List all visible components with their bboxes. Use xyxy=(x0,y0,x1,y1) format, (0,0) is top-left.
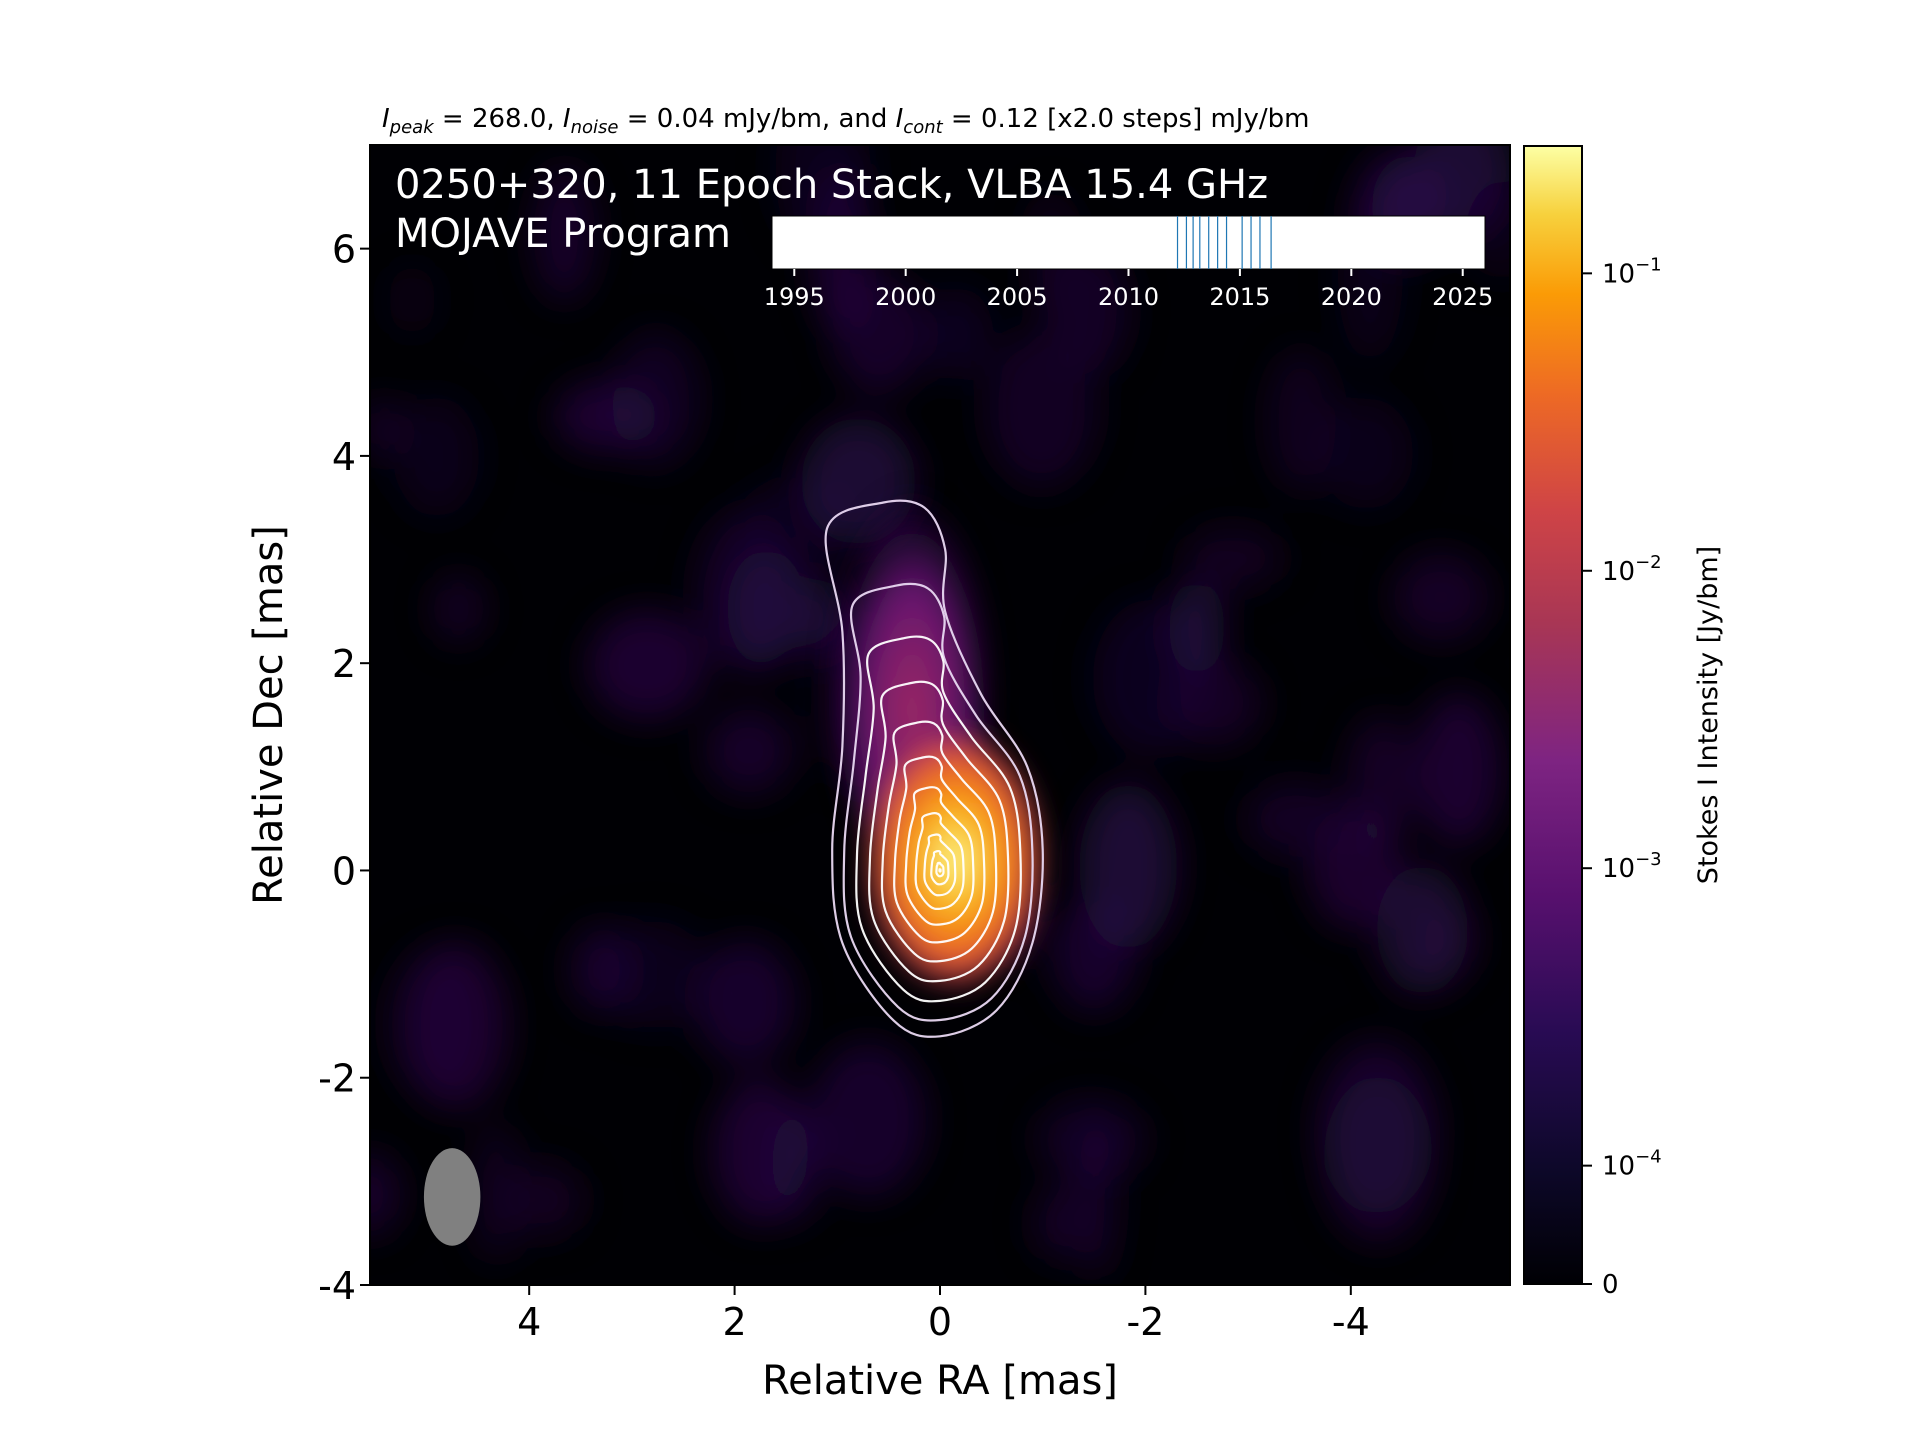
y-tick-label: 6 xyxy=(332,228,356,272)
program-annotation: MOJAVE Program xyxy=(395,211,731,257)
noise-blob xyxy=(1245,781,1346,858)
chart-title: Ipeak = 268.0, Inoise = 0.04 mJy/bm, and… xyxy=(382,104,1309,138)
y-tick-label: -2 xyxy=(318,1057,356,1101)
contours xyxy=(824,499,1044,1038)
noise-blob xyxy=(1318,397,1414,510)
timeline-box xyxy=(771,215,1486,270)
colorbar-tick-label: 10−2 xyxy=(1602,552,1662,587)
contour-level xyxy=(824,499,1044,1038)
timeline-tick-label: 2025 xyxy=(1432,283,1493,311)
colorbar-label: Stokes I Intensity [Jy/bm] xyxy=(1693,546,1724,884)
noise-blob xyxy=(569,924,633,1014)
contour-level xyxy=(914,812,965,911)
noise-blob xyxy=(1168,578,1225,676)
noise-blob xyxy=(611,331,701,468)
epoch-timeline: 1995 2000 2005 2010 2015 2020 2025 xyxy=(764,215,1493,311)
noise-blob xyxy=(1347,714,1416,850)
y-tick-label: -4 xyxy=(318,1264,356,1308)
epoch-lines xyxy=(1176,216,1272,269)
colorbar-tick-label: 10−4 xyxy=(1602,1147,1662,1182)
contour-level xyxy=(893,755,986,944)
timeline-tick-label: 1995 xyxy=(764,283,825,311)
timeline-tick-label: 2010 xyxy=(1098,283,1159,311)
noise-blob xyxy=(1415,692,1503,847)
contour-level xyxy=(935,861,945,878)
y-tick-label: 0 xyxy=(332,849,356,893)
x-tick-label: -2 xyxy=(1126,1300,1164,1344)
noise-blob xyxy=(809,1041,927,1198)
timeline-tick-label: 2020 xyxy=(1321,283,1382,311)
y-axis-label: Relative Dec [mas] xyxy=(246,525,292,905)
noise-blob xyxy=(704,707,794,796)
beam-ellipse xyxy=(423,1148,481,1246)
x-tick-label: 0 xyxy=(928,1300,952,1344)
noise-blob xyxy=(1034,1097,1148,1182)
noise-blob xyxy=(470,1121,521,1264)
x-ticks: 4 2 0 -2 -4 xyxy=(517,1285,1370,1344)
noise-layer xyxy=(370,145,1510,1281)
noise-blob xyxy=(985,329,1098,489)
noise-blob xyxy=(1422,905,1477,980)
colorbar-ticks: 0 10−4 10−3 10−2 10−1 xyxy=(1582,254,1662,1300)
contour-level xyxy=(868,680,1010,983)
x-tick-label: -4 xyxy=(1332,1300,1370,1344)
image-axes: 4 2 0 -2 -4 -4 -2 0 2 4 6 0250+320, 11 Epoch Stac… xyxy=(318,144,1511,1344)
timeline-tick-label: 2015 xyxy=(1209,283,1270,311)
colorbar-gradient xyxy=(1523,145,1583,1285)
noise-blob xyxy=(1183,526,1284,590)
noise-blob xyxy=(1392,552,1490,643)
contour-level xyxy=(855,635,1022,1003)
colorbar-tick-label: 10−3 xyxy=(1602,849,1662,884)
noise-blob xyxy=(1266,348,1337,494)
y-tick-label: 2 xyxy=(332,642,356,686)
noise-blob xyxy=(432,574,485,644)
timeline-tick-label: 2005 xyxy=(987,283,1048,311)
noise-blob xyxy=(1032,1185,1088,1262)
noise-blob xyxy=(1167,658,1263,748)
noise-blob xyxy=(503,1162,585,1238)
timeline-tick-label: 2000 xyxy=(875,283,936,311)
contour-level xyxy=(938,868,942,873)
source-annotation: 0250+320, 11 Epoch Stack, VLBA 15.4 GHz xyxy=(395,162,1268,208)
contour-level xyxy=(880,720,998,963)
noise-blob xyxy=(402,941,509,1112)
x-axis-label: Relative RA [mas] xyxy=(762,1358,1118,1404)
timeline-ticks: 1995 2000 2005 2010 2015 2020 2025 xyxy=(764,269,1493,311)
noise-blob xyxy=(1052,899,1136,1013)
noise-blob xyxy=(394,396,480,518)
contour-level xyxy=(904,786,975,926)
noise-blob xyxy=(370,397,405,459)
noise-blob xyxy=(587,609,708,721)
noise-blob xyxy=(370,1152,402,1238)
y-tick-label: 4 xyxy=(332,435,356,479)
contour-level xyxy=(923,833,957,897)
x-tick-label: 4 xyxy=(517,1300,541,1344)
noise-blob xyxy=(712,1076,810,1226)
x-tick-label: 2 xyxy=(723,1300,747,1344)
colorbar-tick-label: 10−1 xyxy=(1602,254,1662,289)
noise-blob xyxy=(920,286,994,381)
contour-level xyxy=(842,582,1034,1022)
noise-blob xyxy=(388,263,436,337)
noise-blob xyxy=(1317,1039,1437,1215)
y-ticks: -4 -2 0 2 4 6 xyxy=(318,228,370,1308)
contour-level xyxy=(930,849,950,886)
colorbar-tick-label: 0 xyxy=(1602,1270,1619,1300)
noise-blob xyxy=(726,549,807,669)
colorbar: 0 10−4 10−3 10−2 10−1 Stokes I Intensity [Jy… xyxy=(1523,145,1724,1300)
noise-blob xyxy=(695,939,796,1065)
noise-blob xyxy=(533,165,596,303)
